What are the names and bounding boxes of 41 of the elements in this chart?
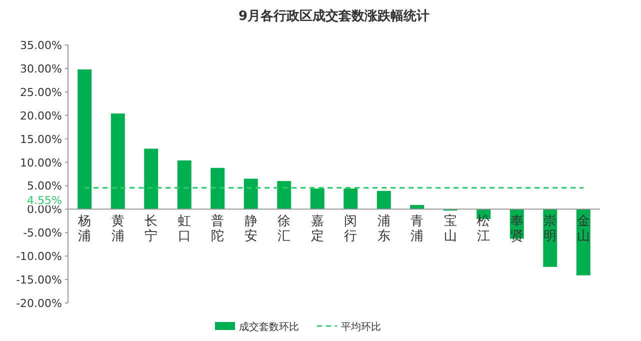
y-tick-label: 25.00%: [20, 86, 62, 99]
x-tick-label: 崇明: [544, 214, 557, 244]
y-tick-label: 15.00%: [20, 132, 62, 146]
x-tick-label: 嘉定: [310, 214, 324, 244]
bar: [244, 178, 258, 210]
y-tick-label: -5.00%: [23, 226, 62, 240]
x-tick-label: 长宁: [144, 214, 158, 244]
x-tick-label: 静安: [244, 214, 258, 244]
x-tick-label: 黄浦: [111, 214, 124, 244]
y-tick-label: -15.00%: [16, 274, 62, 287]
x-tick-label: 金山: [576, 214, 590, 244]
bar: [177, 160, 192, 210]
bar: [310, 188, 324, 210]
x-tick-label: 宝山: [444, 213, 457, 244]
y-tick-label: 5.00%: [27, 180, 62, 193]
x-tick-label: 杨浦: [77, 214, 92, 244]
bar: [78, 69, 92, 210]
x-tick-label: 虹口: [178, 214, 191, 244]
x-tick-label: 松江: [477, 214, 490, 244]
y-tick-label: 35.00%: [20, 39, 62, 52]
x-tick-label: 徐汇: [278, 214, 291, 244]
legend-label: 成交套数环比: [239, 321, 299, 333]
legend: 成交套数环比: [215, 322, 299, 333]
bar: [277, 181, 292, 210]
y-tick-label: 10.00%: [20, 156, 62, 170]
bar: [344, 188, 358, 210]
x-tick-label: 青浦: [410, 214, 424, 244]
bar: [376, 190, 391, 210]
y-tick-label: -10.00%: [16, 250, 62, 264]
legend: 平均环比: [317, 322, 381, 333]
bar: [210, 168, 225, 210]
x-tick-label: 闵行: [344, 214, 358, 244]
chart-title: 9月各行政区成交套数涨跌幅统计: [238, 8, 430, 24]
y-tick-label: 20.00%: [20, 109, 62, 122]
y-tick-label: -20.00%: [16, 297, 62, 310]
x-tick-label: 普陀: [211, 213, 224, 244]
legend-label: 平均环比: [341, 321, 381, 333]
x-tick-label: 浦东: [377, 214, 390, 244]
bar: [110, 113, 125, 210]
bar: [144, 148, 158, 210]
y-tick-label: 30.00%: [20, 62, 62, 76]
